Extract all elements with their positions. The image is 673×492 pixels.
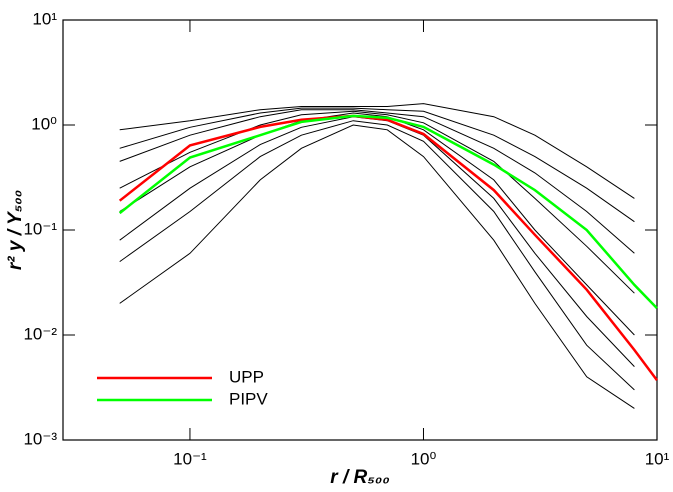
model-line [118,114,658,310]
y-tick-label: 10⁻³ [23,429,57,448]
profile-line [119,112,635,336]
y-tick-label: 10⁰ [31,114,57,133]
profile-line [119,124,635,409]
model-line [118,114,659,382]
profile-line [119,110,635,294]
profile-line [119,120,635,391]
x-axis-label: r / R₅₀₀ [330,467,389,488]
legend-label: UPP [229,367,264,386]
legend-label: PIPV [229,389,268,408]
profile-line [119,109,635,254]
y-tick-label: 10¹ [32,9,57,28]
y-tick-label: 10⁻² [23,324,57,343]
y-axis-label: r² y / Y₅₀₀ [5,190,26,270]
profile-line [119,107,635,223]
profile-line [119,103,635,199]
x-tick-label: 10⁻¹ [173,449,207,468]
x-tick-label: 10¹ [645,449,670,468]
y-tick-label: 10⁻¹ [23,219,57,238]
x-tick-label: 10⁰ [411,449,437,468]
